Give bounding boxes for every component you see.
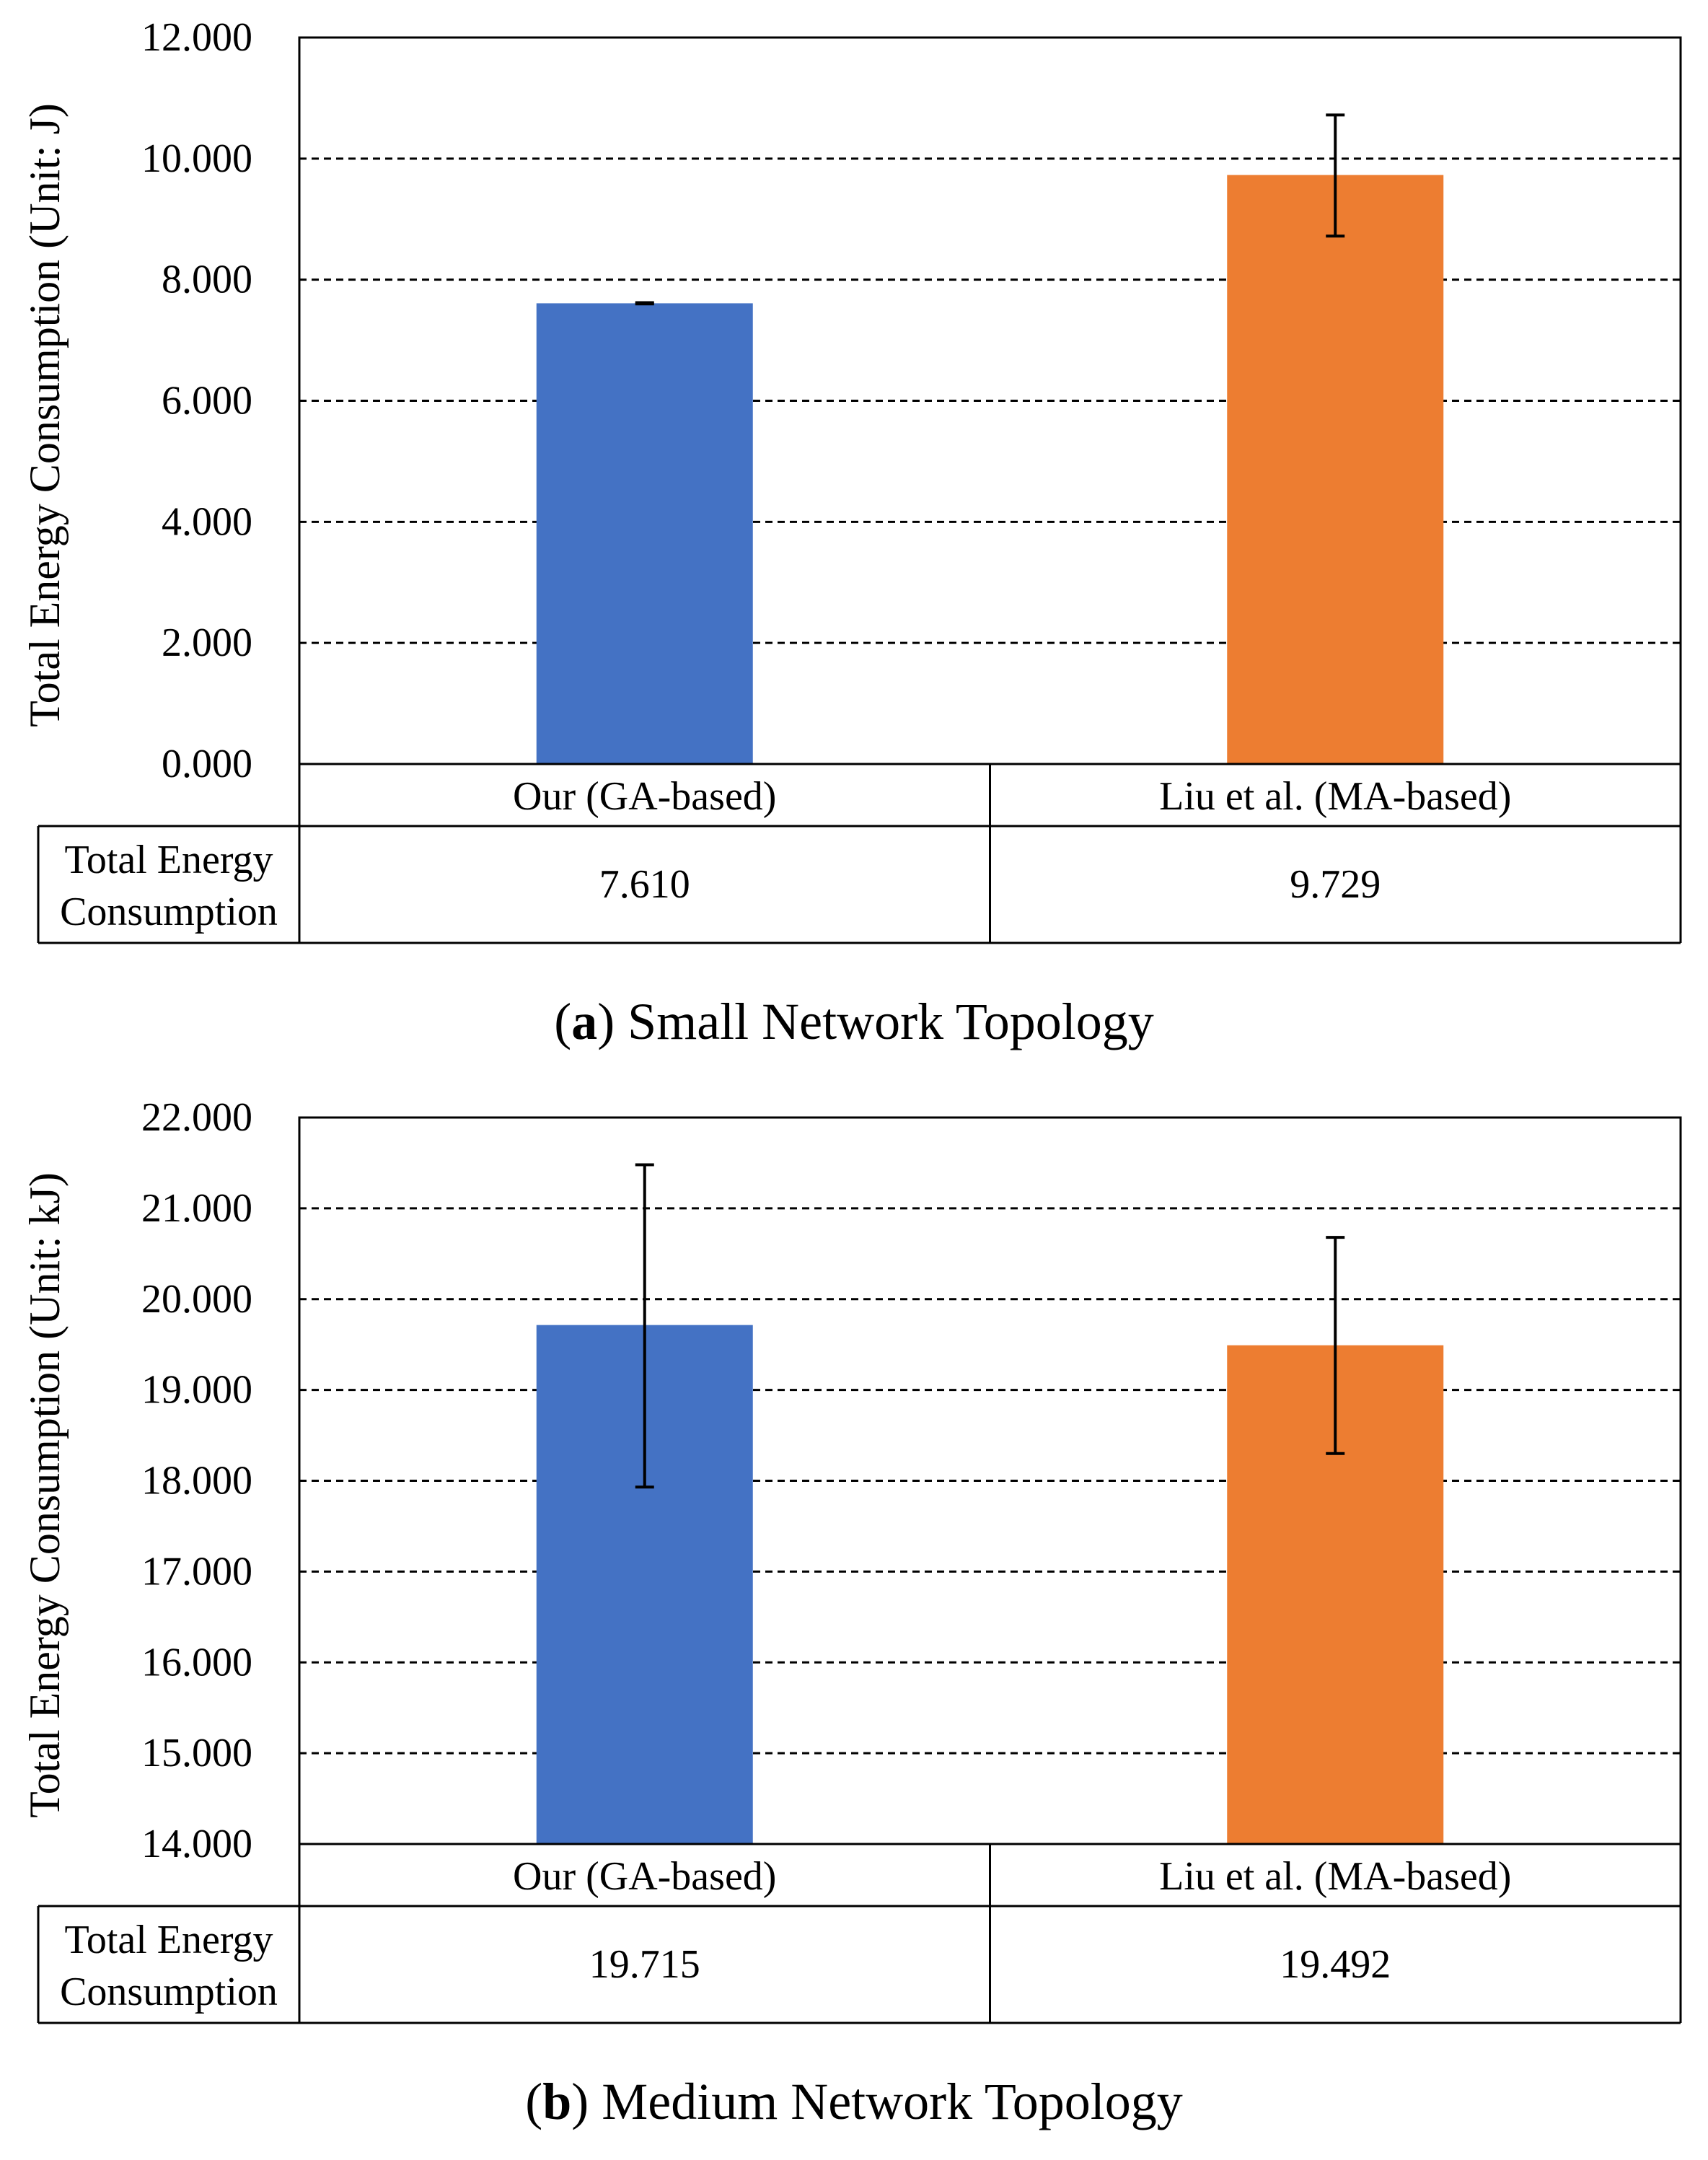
y-tick-label: 2.000 xyxy=(162,620,252,665)
category-label: Liu et al. (MA-based) xyxy=(1159,774,1511,819)
table-value-cell: 19.492 xyxy=(1280,1942,1391,1987)
y-tick-label: 15.000 xyxy=(141,1731,252,1775)
caption-a-text: Small Network Topology xyxy=(615,993,1154,1050)
table-row-label: Total Energy xyxy=(65,838,273,882)
category-label: Our (GA-based) xyxy=(513,774,776,819)
table-row-label: Consumption xyxy=(60,890,278,934)
chart-a-svg: 0.000 2.000 4.000 6.000 8.000 10.000 12.000 Our… xyxy=(21,15,1682,944)
table-value-cell: 19.715 xyxy=(589,1942,700,1987)
category-label: Our (GA-based) xyxy=(513,1854,776,1899)
caption-a: (a) Small Network Topology xyxy=(554,993,1154,1050)
y-tick-label: 14.000 xyxy=(141,1822,252,1866)
table-value-cell: 7.610 xyxy=(599,862,690,907)
y-tick-label: 22.000 xyxy=(141,1095,252,1140)
y-tick-label: 10.000 xyxy=(141,136,252,181)
y-axis-label: Total Energy Consumption (Unit: J) xyxy=(21,103,69,727)
caption-b: (b) Medium Network Topology xyxy=(525,2073,1183,2130)
bar-a-2 xyxy=(1227,175,1444,764)
y-tick-label: 6.000 xyxy=(162,379,252,423)
table-row-label: Total Energy xyxy=(65,1918,273,1962)
y-axis-label: Total Energy Consumption (Unit: kJ) xyxy=(21,1172,69,1818)
y-tick-label: 4.000 xyxy=(162,499,252,544)
y-tick-label: 18.000 xyxy=(141,1459,252,1503)
table-row-label: Consumption xyxy=(60,1970,278,2014)
chart-panel-a: 0.000 2.000 4.000 6.000 8.000 10.000 12.000 Our… xyxy=(21,15,1682,1050)
y-tick-label: 0.000 xyxy=(162,742,252,786)
y-tick-label: 12.000 xyxy=(141,15,252,60)
caption-b-text: Medium Network Topology xyxy=(589,2073,1183,2130)
chart-b-svg: 14.000 15.000 16.000 17.000 18.000 19.000 20.0… xyxy=(21,1095,1682,2024)
caption-b-letter: b xyxy=(542,2073,572,2130)
table-value-cell: 9.729 xyxy=(1290,862,1381,907)
y-tick-label: 20.000 xyxy=(141,1277,252,1322)
y-tick-label: 8.000 xyxy=(162,258,252,302)
y-tick-label: 19.000 xyxy=(141,1368,252,1413)
chart-panel-b: 14.000 15.000 16.000 17.000 18.000 19.000 20.0… xyxy=(0,1080,1708,2160)
y-tick-label: 17.000 xyxy=(141,1549,252,1594)
y-tick-label: 16.000 xyxy=(141,1640,252,1685)
bar-a-1 xyxy=(536,303,753,764)
y-tick-label: 21.000 xyxy=(141,1186,252,1231)
caption-a-letter: a xyxy=(571,993,598,1050)
category-label: Liu et al. (MA-based) xyxy=(1159,1854,1511,1899)
